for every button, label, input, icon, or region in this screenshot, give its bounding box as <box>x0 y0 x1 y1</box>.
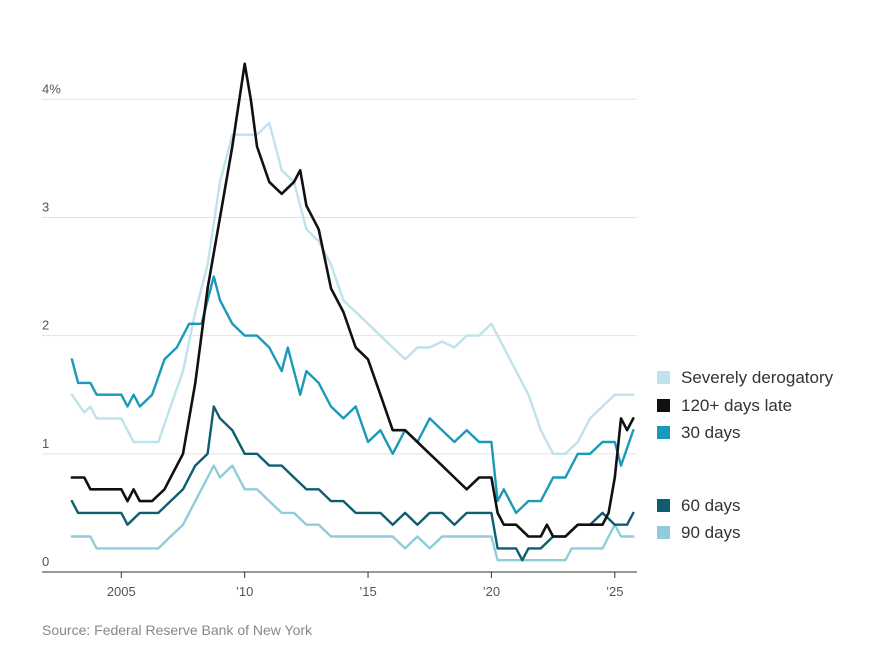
legend: Severely derogatory 120+ days late 30 days… <box>657 368 834 542</box>
legend-label: 30 days <box>681 423 741 442</box>
legend-label: 90 days <box>681 523 741 542</box>
y-tick-label: 3 <box>42 199 49 214</box>
legend-label: 60 days <box>681 496 741 515</box>
legend-label: 120+ days late <box>681 396 792 415</box>
x-tick-label: 2005 <box>107 584 136 599</box>
series-line-120-days-late <box>70 62 635 538</box>
y-tick-label: 1 <box>42 436 49 451</box>
source-note: Source: Federal Reserve Bank of New York <box>42 622 313 638</box>
grid-lines <box>42 98 637 573</box>
series-line-30-days <box>70 275 635 515</box>
legend-swatch <box>657 399 670 412</box>
series-line-severely-derogatory <box>70 121 635 455</box>
series-line-60-days <box>70 405 635 562</box>
y-axis-ticks: 0 1 2 3 4% <box>42 81 61 569</box>
x-tick-label: ’15 <box>359 584 376 599</box>
y-tick-label: 4% <box>42 81 61 96</box>
legend-swatch <box>657 499 670 512</box>
legend-swatch <box>657 426 670 439</box>
legend-label: Severely derogatory <box>681 368 834 387</box>
legend-swatch <box>657 526 670 539</box>
x-tick-label: ’20 <box>483 584 500 599</box>
series-lines <box>70 62 635 562</box>
y-tick-label: 2 <box>42 318 49 333</box>
y-tick-label: 0 <box>42 554 49 569</box>
x-axis: 2005 ’10 ’15 ’20 ’25 <box>107 572 623 599</box>
series-line-90-days <box>70 464 635 562</box>
x-tick-label: ’25 <box>606 584 623 599</box>
x-tick-label: ’10 <box>236 584 253 599</box>
legend-swatch <box>657 371 670 384</box>
